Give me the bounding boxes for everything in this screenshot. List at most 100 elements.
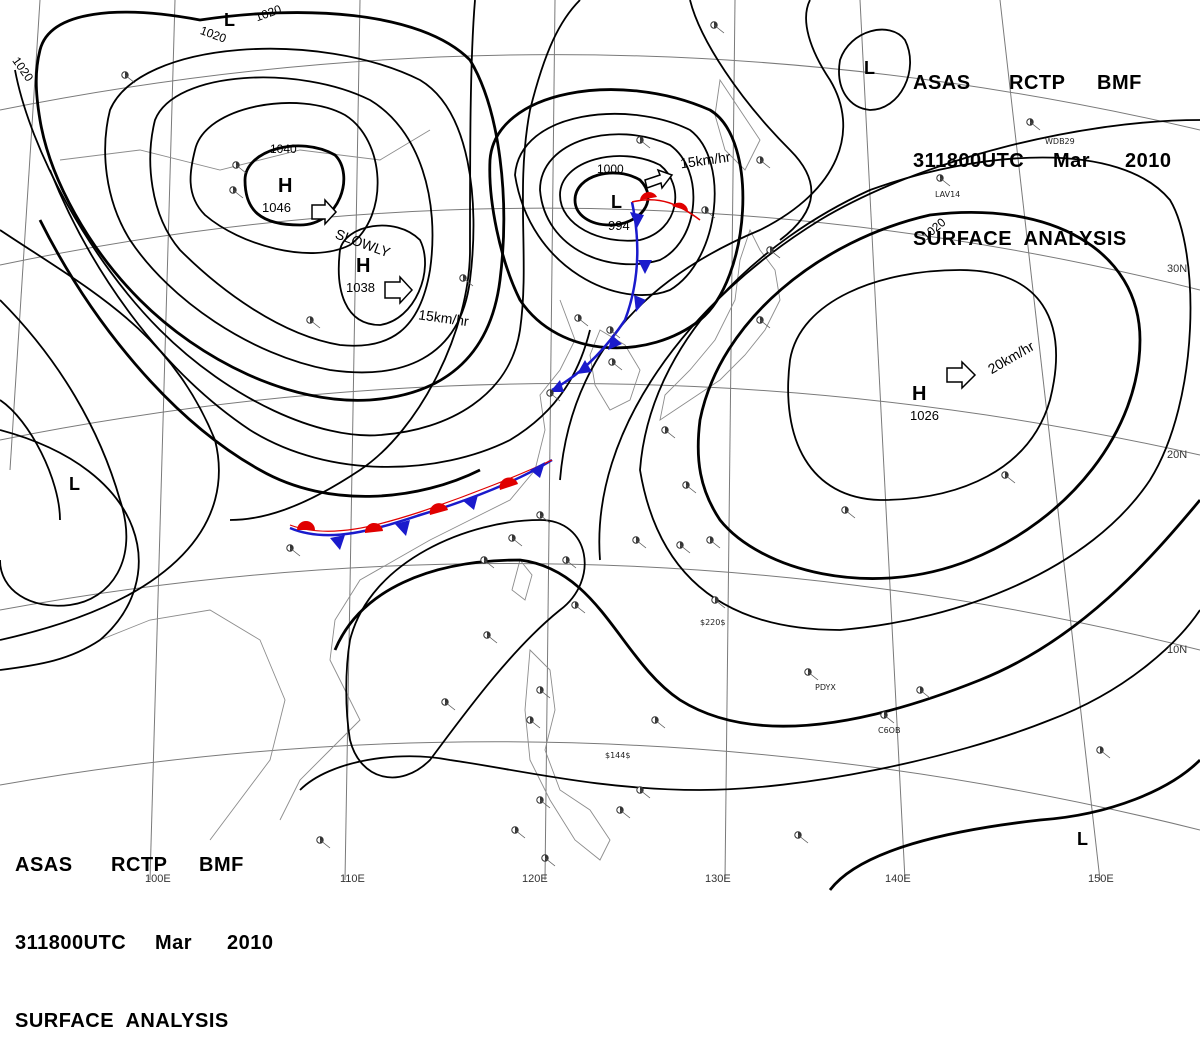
longitude-line-140e [859,0,906,881]
station-wind-barb-icon [486,634,498,644]
low-center-marker: L [1077,829,1088,849]
longitude-label: 100E [145,873,171,885]
motion-label: 15km/hr [679,148,732,171]
low-center-value: 994 [608,218,630,233]
header-line-1: ASAS RCTP BMF [15,852,274,878]
station-wind-barb-icon [235,164,247,174]
isobar [639,156,1192,631]
isobar-label: 1020 [9,54,36,84]
header-center-code: ASAS [15,854,73,876]
coast-indochina [99,609,286,841]
station-wind-barb-icon [664,429,676,439]
latitude-label: 10N [1167,644,1187,656]
cold-front-main [289,458,553,537]
warm-front-semicircle [364,522,383,533]
station-wind-barb-icon [769,249,781,259]
header-month: Mar [155,932,193,954]
station-wind-barb-icon [807,671,819,681]
longitude-label: 120E [522,873,548,885]
station-wind-barb-icon [919,689,931,699]
station-wind-barb-icon [549,392,561,402]
warm-front-main [289,459,553,532]
station-wind-barb-icon [539,799,551,809]
pressure-centers: H 1046 H 1038 L 994 H 1026 L L L L [69,10,1088,849]
station-id: $220$ [700,618,725,627]
cold-front-triangle [630,212,644,228]
station-wind-barb-icon [577,317,589,327]
low-center-marker: L [611,192,622,212]
fronts [289,192,701,550]
longitude-line-110e [344,0,361,881]
station-wind-barb-icon [619,809,631,819]
isobar [573,171,650,227]
isobar-label: 1020 [253,2,283,24]
cold-front-triangle [638,260,652,274]
high-center-marker: H [356,255,370,277]
station-wind-barb-icon [309,319,321,329]
station-wind-barb-icon [709,539,721,549]
cold-front-triangle [608,335,622,350]
warm-front-semicircle [640,192,657,200]
chart-header-bottom: ASAS RCTP BMF 311800UTC Mar 2010 SURFACE… [15,800,274,1060]
cold-front-triangle [330,535,345,550]
station-wind-barb-icon [539,514,551,524]
motion-arrow-icon [644,168,674,190]
header-product-code: BMF [199,854,244,876]
isobar [337,224,426,326]
coast-taiwan [511,559,533,601]
station-wind-barb-icon [124,74,136,84]
station-wind-barb-icon [713,24,725,34]
isobar [539,133,695,266]
motion-arrow-icon [384,275,414,305]
isobar [333,499,1200,728]
longitude-line-120e [544,0,556,881]
high-center-value: 1038 [346,280,375,295]
header-year: 2010 [227,932,274,954]
latitude-line-0 [0,741,1200,831]
latitude-label: 20N [1167,449,1187,461]
isobar [38,219,481,498]
warm-front-semicircle [499,477,518,490]
station-wind-barb-icon [544,857,556,867]
station-wind-barb-icon [289,547,301,557]
high-center-value: 1046 [262,200,291,215]
station-wind-barb-icon [679,544,691,554]
isobar [598,119,1200,561]
isobar [14,0,581,437]
isobar [696,210,1142,580]
low-center-marker: L [69,474,80,494]
station-wind-barb-icon [939,177,951,187]
motion-label: 15km/hr [417,306,470,329]
station-wind-barb-icon [574,604,586,614]
latitude-label: 30N [1167,263,1187,275]
high-center-value: 1026 [910,408,939,423]
latitude-line-30n [0,207,1200,291]
isobar [299,609,1200,791]
cold-front-triangle [550,380,564,392]
latitude-line-10n [0,562,1200,651]
station-wind-barb-icon [797,834,809,844]
header-line-3: SURFACE ANALYSIS [913,226,1172,252]
station-id: WDB29 [1045,137,1075,146]
motion-arrow-icon [311,198,338,226]
latitude-line-40n [0,54,1200,131]
isobar [229,0,476,521]
isobar-label: 1040 [270,142,297,156]
longitude-label: 150E [1088,873,1114,885]
station-id: LAV14 [935,190,960,199]
isobars [0,0,1200,891]
warm-front-semicircle [429,503,448,515]
station-id: $144$ [605,751,630,760]
station-plots [121,21,1111,867]
station-wind-barb-icon [611,361,623,371]
graticule-labels: 100E 110E 120E 130E 140E 150E 30N 20N 10… [145,263,1187,885]
station-wind-barb-icon [565,559,577,569]
isobar [828,759,1200,891]
station-wind-barb-icon [1099,749,1111,759]
longitude-line-100e [149,0,176,881]
header-center-code: ASAS [913,72,971,94]
isobar [0,399,61,521]
warm-front-semicircle [672,202,688,211]
surface-analysis-map: H 1046 H 1038 L 994 H 1026 L L L L 1020 … [0,0,1200,891]
header-datetime: 311800UTC [913,150,1025,172]
